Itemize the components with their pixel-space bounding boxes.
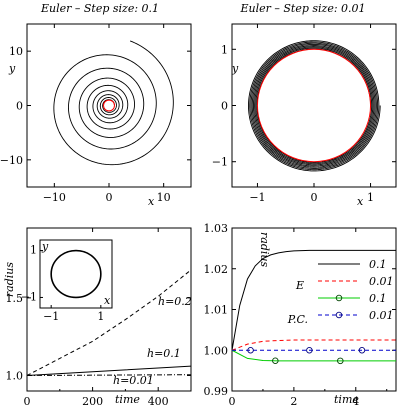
p3-xtick-label: 400: [148, 395, 169, 407]
p2-xlabel: x: [357, 195, 364, 208]
p4-legend-marker: [335, 311, 343, 319]
p1-xtick-label: 10: [157, 191, 171, 204]
p4-ytick-label: 1.02: [204, 263, 229, 276]
p2-ytick-label: 1: [221, 43, 228, 56]
p2-xtick-label: −1: [249, 191, 265, 204]
p3-inset-circle: [50, 249, 102, 299]
p1-ytick-label: 10: [9, 45, 23, 58]
p3-inset-ytick-label: −1: [21, 290, 37, 303]
p4-marker: [337, 357, 344, 365]
panel1-frame: [26, 23, 192, 188]
p3-xtick-label: 200: [82, 395, 103, 407]
p1-spiral-series: [53, 40, 174, 166]
p3-inset-ylabel: y: [41, 240, 49, 253]
p1-circle-series: [103, 99, 115, 112]
p4-legend-label: 0.01: [369, 275, 394, 288]
p3-ylabel: radius: [3, 262, 16, 297]
p4-marker: [358, 347, 366, 354]
p4-marker: [247, 347, 254, 354]
p2-ylabel: y: [231, 62, 239, 75]
p4-marker: [272, 357, 279, 365]
p4-legend-label: 0.1: [369, 258, 387, 271]
p3-series-h=0.2: [26, 269, 192, 376]
p4-ytick-label: 1.01: [204, 304, 229, 317]
p4-marker: [306, 347, 313, 354]
p4-xtick-label: 0: [229, 395, 236, 407]
p3-inset-xtick-label: −1: [43, 310, 59, 323]
p4-legend-group-pc: P.C.: [287, 313, 308, 326]
p4-series-line: [231, 339, 396, 351]
p4-ytick-label: 0.99: [204, 385, 229, 398]
p3-inset-ytick-label: 1: [30, 244, 37, 257]
p3-xtick-label: 0: [24, 395, 31, 407]
p3-series-h=0.01: [26, 374, 192, 376]
p4-ytick-label: 1.00: [204, 344, 229, 357]
p4-xtick-label: 4: [352, 395, 359, 407]
chart-title-1: Euler – Step size: 0.1: [40, 2, 160, 15]
p2-ytick-label: −1: [212, 156, 228, 169]
p4-legend-label: 0.01: [369, 309, 394, 322]
p4-ytick-label: 1.03: [204, 222, 229, 235]
p4-legend-group-e: E: [295, 279, 304, 292]
p3-label-h02: h=0.2: [158, 295, 192, 308]
p2-ytick-label: 0: [221, 100, 228, 113]
p1-xtick-label: −10: [43, 191, 66, 204]
p3-ytick-label: 1.0: [6, 369, 24, 382]
p2-xtick-label: 1: [367, 191, 374, 204]
p4-legend-label: 0.1: [369, 292, 387, 305]
p3-ytick-label: 1.5: [6, 292, 24, 305]
p1-xtick-label: 0: [106, 191, 113, 204]
p2-circle-series: [256, 48, 372, 163]
p4-legend-marker: [335, 294, 343, 302]
p3-xlabel: time: [115, 393, 140, 406]
p2-xtick-label: 0: [311, 191, 318, 204]
p4-ylabel: radius: [258, 232, 271, 267]
p1-xlabel: x: [148, 195, 155, 208]
chart-title-2: Euler – Step size: 0.01: [240, 2, 366, 15]
p1-ytick-label: −10: [0, 154, 23, 167]
panel3-frame: [26, 227, 192, 392]
p4-series-line: [231, 349, 396, 362]
p4-xtick-label: 2: [290, 395, 297, 407]
p4-series-line: [231, 249, 396, 351]
p3-label-h001: h=0.01: [113, 374, 154, 387]
p1-ytick-label: 0: [16, 100, 23, 113]
p2-spiral-series: [248, 40, 381, 172]
p3-series-h=0.1: [26, 365, 192, 376]
p4-xlabel: time: [334, 393, 359, 406]
p3-inset-xlabel: x: [104, 294, 111, 307]
p3-inset-xtick-label: 1: [97, 310, 104, 323]
p3-label-h01: h=0.1: [147, 347, 181, 360]
p1-ylabel: y: [8, 62, 16, 75]
